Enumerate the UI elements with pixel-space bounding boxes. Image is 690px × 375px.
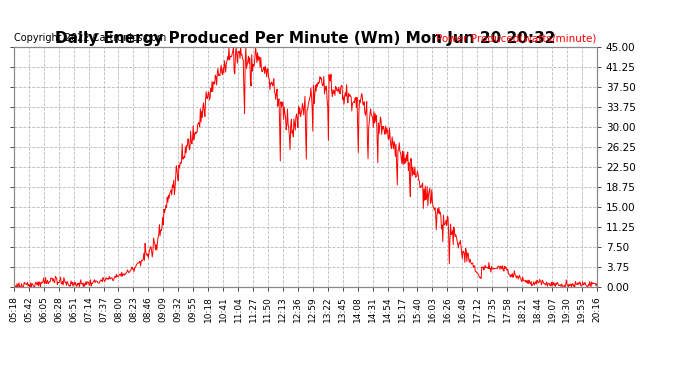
Text: Copyright 2022 Cartronics.com: Copyright 2022 Cartronics.com — [14, 33, 166, 43]
Title: Daily Energy Produced Per Minute (Wm) Mon Jun 20 20:32: Daily Energy Produced Per Minute (Wm) Mo… — [55, 31, 555, 46]
Text: Power Produced(watts/minute): Power Produced(watts/minute) — [437, 33, 597, 43]
